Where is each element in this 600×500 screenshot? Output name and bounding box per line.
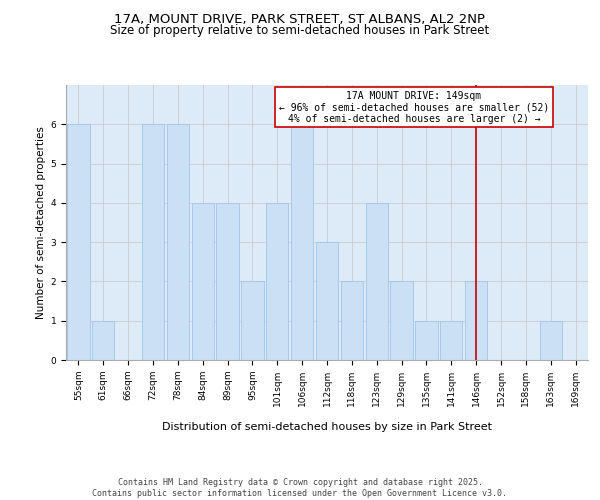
Bar [92, 320, 115, 360]
Bar [191, 203, 214, 360]
Bar [241, 282, 263, 360]
Bar [266, 203, 289, 360]
Bar [316, 242, 338, 360]
Y-axis label: Number of semi-detached properties: Number of semi-detached properties [37, 126, 46, 319]
Bar [291, 124, 313, 360]
Bar [142, 124, 164, 360]
Text: Distribution of semi-detached houses by size in Park Street: Distribution of semi-detached houses by … [162, 422, 492, 432]
Text: 17A, MOUNT DRIVE, PARK STREET, ST ALBANS, AL2 2NP: 17A, MOUNT DRIVE, PARK STREET, ST ALBANS… [115, 12, 485, 26]
Bar [440, 320, 463, 360]
Text: 17A MOUNT DRIVE: 149sqm
← 96% of semi-detached houses are smaller (52)
4% of sem: 17A MOUNT DRIVE: 149sqm ← 96% of semi-de… [279, 91, 549, 124]
Bar [341, 282, 363, 360]
Text: Size of property relative to semi-detached houses in Park Street: Size of property relative to semi-detach… [110, 24, 490, 37]
Bar [465, 282, 487, 360]
Text: Contains HM Land Registry data © Crown copyright and database right 2025.
Contai: Contains HM Land Registry data © Crown c… [92, 478, 508, 498]
Bar [539, 320, 562, 360]
Bar [67, 124, 89, 360]
Bar [415, 320, 437, 360]
Bar [365, 203, 388, 360]
Bar [217, 203, 239, 360]
Bar [167, 124, 189, 360]
Bar [391, 282, 413, 360]
